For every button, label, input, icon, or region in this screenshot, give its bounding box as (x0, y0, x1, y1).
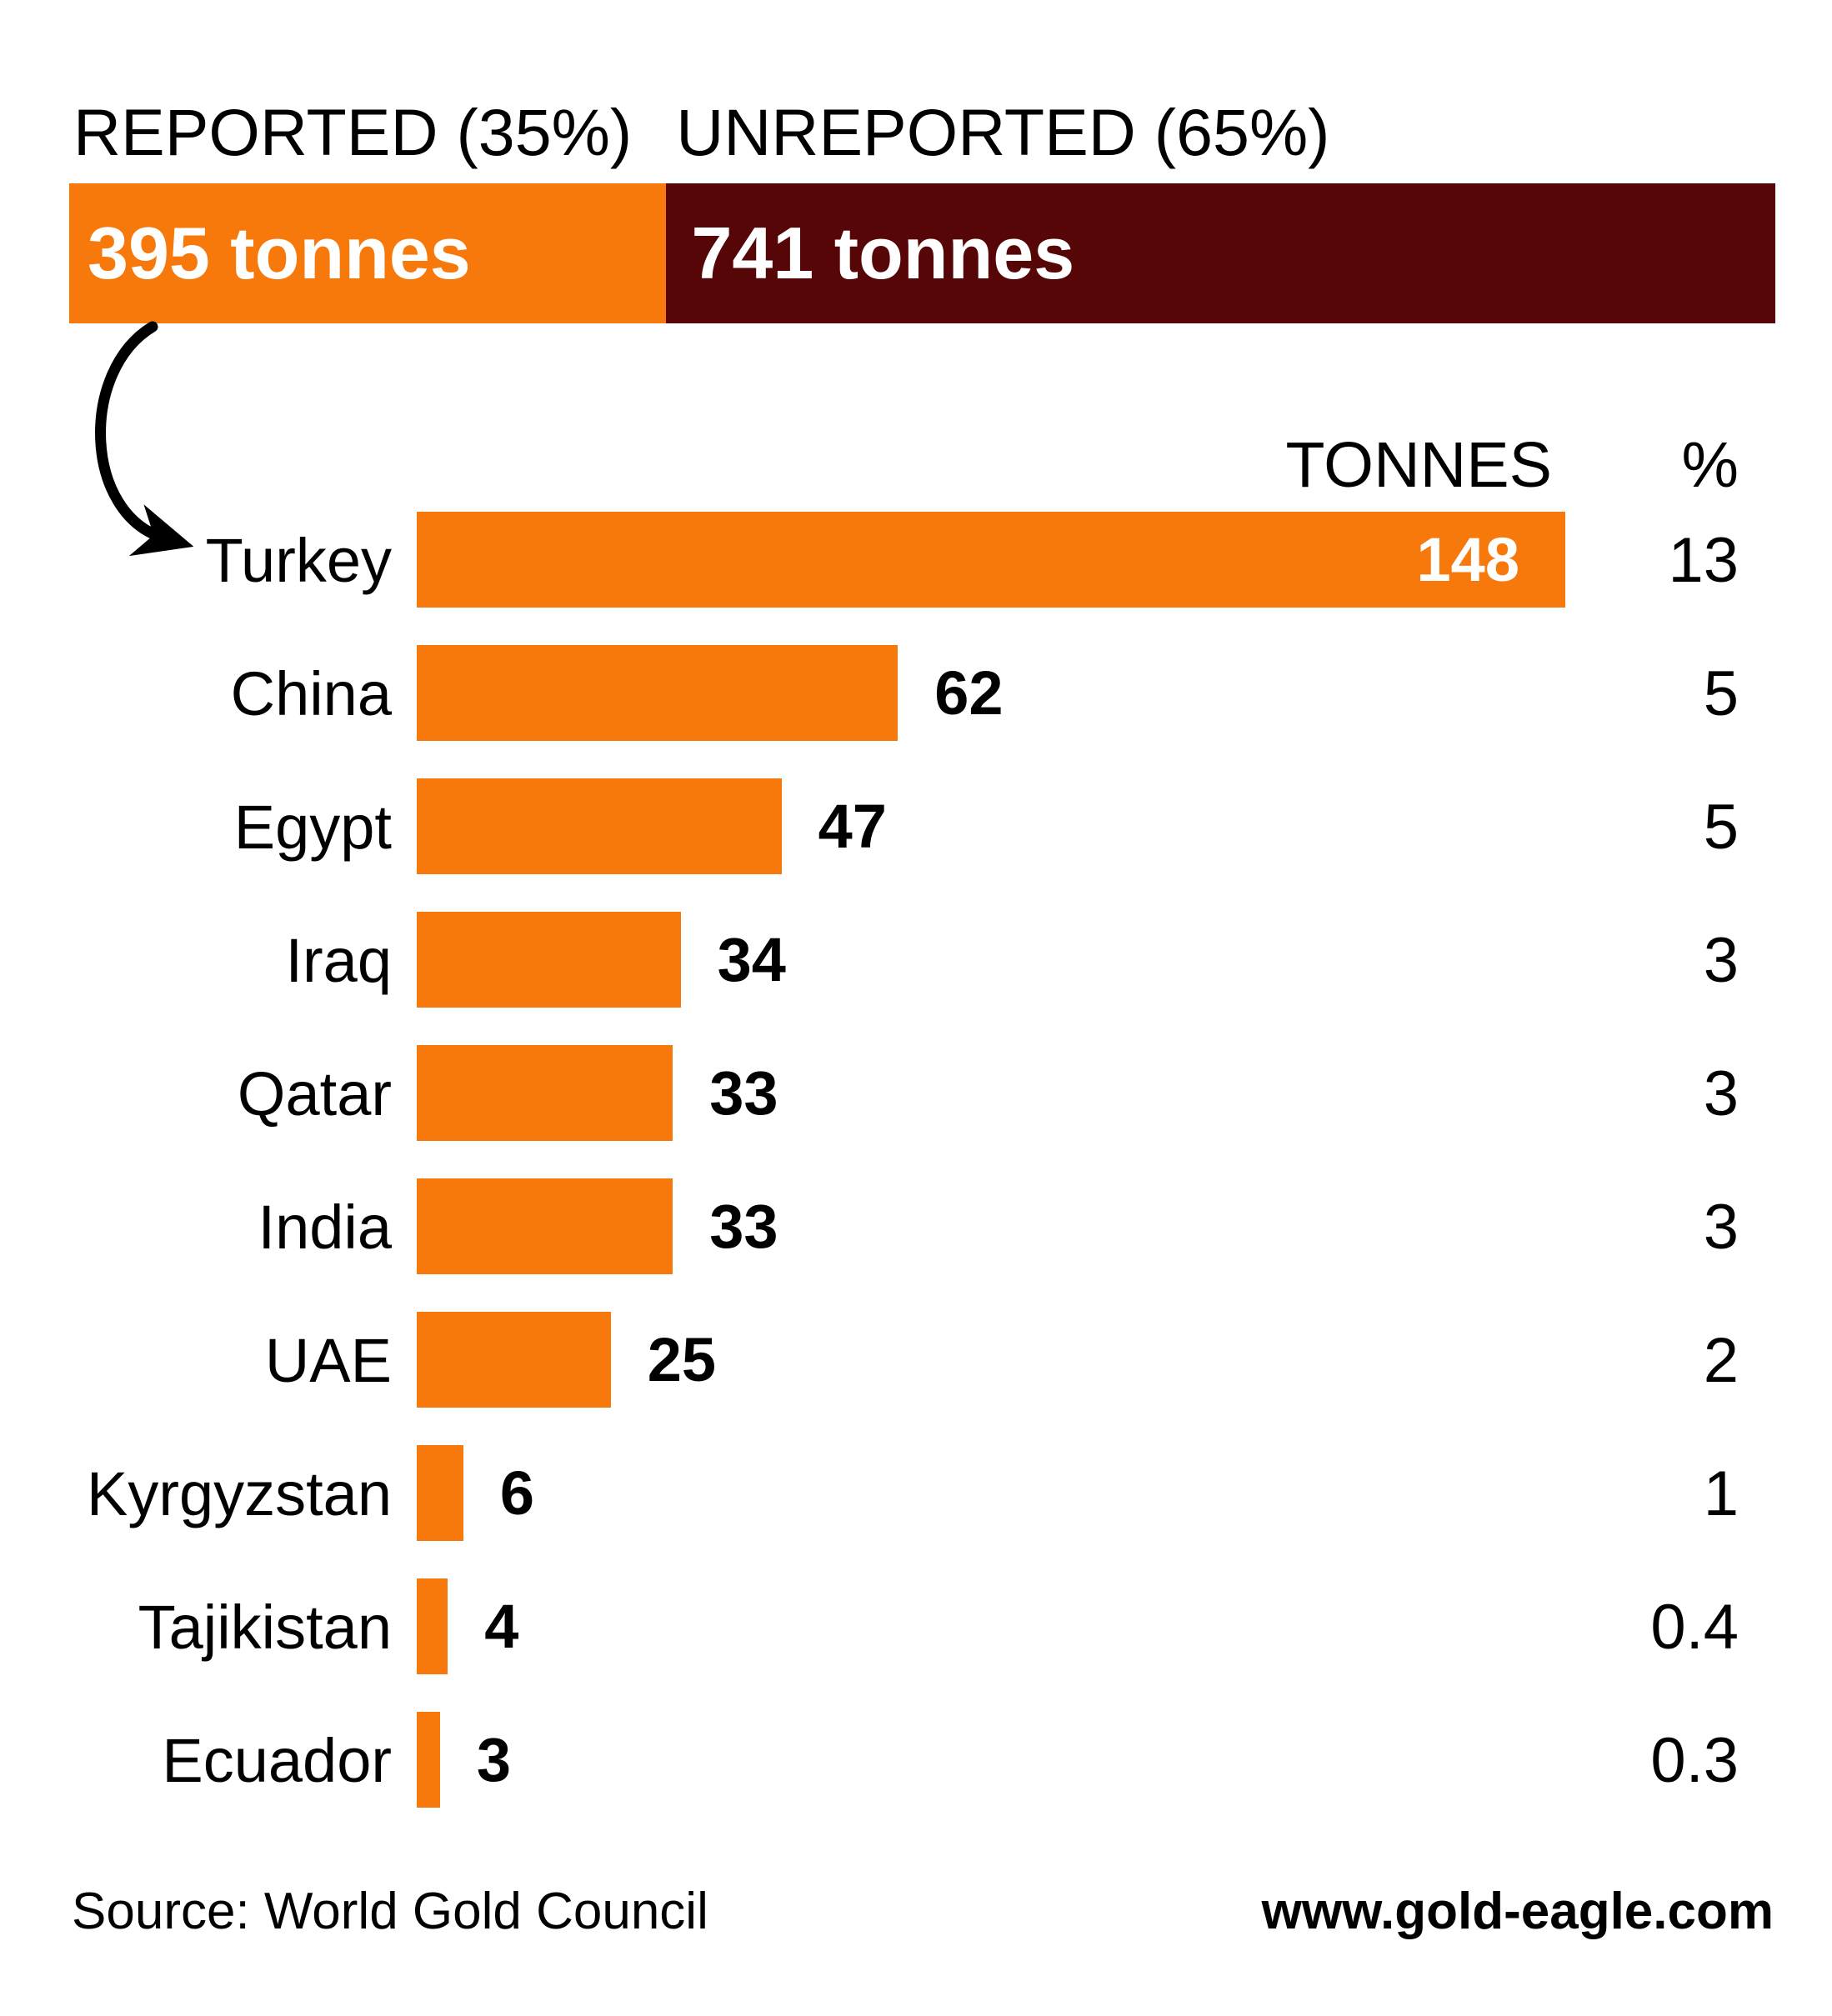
footer: Source: World Gold Council www.gold-eagl… (72, 1882, 1774, 1941)
percent-value: 5 (1703, 658, 1739, 729)
chart-row: Tajikistan 4 0.4 (0, 1560, 1832, 1693)
chart-row: Qatar 33 3 (0, 1027, 1832, 1160)
country-bar (417, 645, 898, 741)
bar-track: 33 (417, 1178, 1565, 1274)
country-label: Iraq (285, 925, 392, 995)
percent-value: 3 (1703, 1191, 1739, 1263)
chart-row: UAE 25 2 (0, 1293, 1832, 1427)
reported-unreported-stacked-bar: 395 tonnes 741 tonnes (69, 183, 1775, 323)
chart-row: Ecuador 3 0.3 (0, 1693, 1832, 1827)
country-label: UAE (264, 1325, 392, 1395)
country-bar (417, 1712, 440, 1808)
bar-track: 47 (417, 778, 1565, 874)
bar-track: 148 (417, 512, 1565, 608)
bar-value-outside: 33 (709, 1192, 778, 1261)
country-label: Turkey (205, 525, 392, 595)
bar-track: 3 (417, 1712, 1565, 1808)
bar-value-outside: 4 (484, 1592, 519, 1661)
unreported-tonnes-value: 741 tonnes (691, 212, 1075, 294)
unreported-label: UNREPORTED (65%) (676, 95, 1330, 169)
country-label: Ecuador (162, 1725, 392, 1795)
bar-value-outside: 3 (476, 1725, 512, 1794)
percent-value: 0.3 (1650, 1724, 1739, 1796)
bar-track: 62 (417, 645, 1565, 741)
country-bar (417, 912, 681, 1008)
column-headers: TONNES % (0, 433, 1832, 500)
country-bar (417, 1045, 673, 1141)
country-label: India (258, 1192, 392, 1262)
bar-track: 34 (417, 912, 1565, 1008)
country-bar (417, 1178, 673, 1274)
percent-value: 5 (1703, 791, 1739, 863)
percent-value: 1 (1703, 1458, 1739, 1529)
percent-value: 13 (1668, 524, 1739, 596)
country-bar-chart: Turkey 148 13 China 62 5 Egypt (0, 493, 1832, 1827)
bar-value-outside: 33 (709, 1058, 778, 1128)
country-label: China (230, 658, 392, 728)
bar-value-outside: 47 (818, 792, 887, 861)
chart-row: Iraq 34 3 (0, 893, 1832, 1027)
bar-value-outside: 34 (717, 925, 786, 994)
bar-track: 6 (417, 1445, 1565, 1541)
chart-row: Turkey 148 13 (0, 493, 1832, 627)
source-credit: Source: World Gold Council (72, 1883, 708, 1940)
reported-label: REPORTED (35%) (73, 95, 633, 169)
reported-tonnes-value: 395 tonnes (88, 212, 471, 294)
country-bar (417, 1578, 448, 1674)
bar-value-inside: 148 (1416, 525, 1519, 594)
percent-value: 3 (1703, 924, 1739, 996)
country-label: Egypt (233, 792, 392, 862)
chart-row: Egypt 47 5 (0, 760, 1832, 893)
percent-column-header: % (1681, 429, 1739, 501)
percent-value: 3 (1703, 1058, 1739, 1129)
country-label: Kyrgyzstan (86, 1458, 392, 1528)
bar-value-outside: 25 (647, 1325, 717, 1394)
country-bar (417, 1312, 611, 1408)
country-label: Qatar (237, 1058, 392, 1128)
country-bar (417, 1445, 463, 1541)
country-bar (417, 778, 782, 874)
website-credit: www.gold-eagle.com (1261, 1883, 1774, 1940)
percent-value: 2 (1703, 1324, 1739, 1396)
country-bar: 148 (417, 512, 1565, 608)
bar-track: 25 (417, 1312, 1565, 1408)
country-label: Tajikistan (138, 1592, 392, 1662)
stacked-bar-labels: REPORTED (35%) UNREPORTED (65%) (73, 98, 1330, 168)
bar-track: 4 (417, 1578, 1565, 1674)
tonnes-column-header: TONNES (1285, 429, 1552, 501)
unreported-segment: 741 tonnes (666, 183, 1775, 323)
percent-value: 0.4 (1650, 1591, 1739, 1663)
bar-value-outside: 62 (934, 658, 1004, 728)
bar-value-outside: 6 (499, 1458, 535, 1528)
reported-segment: 395 tonnes (69, 183, 667, 323)
chart-row: Kyrgyzstan 6 1 (0, 1427, 1832, 1560)
bar-track: 33 (417, 1045, 1565, 1141)
chart-row: India 33 3 (0, 1160, 1832, 1293)
chart-row: China 62 5 (0, 627, 1832, 760)
